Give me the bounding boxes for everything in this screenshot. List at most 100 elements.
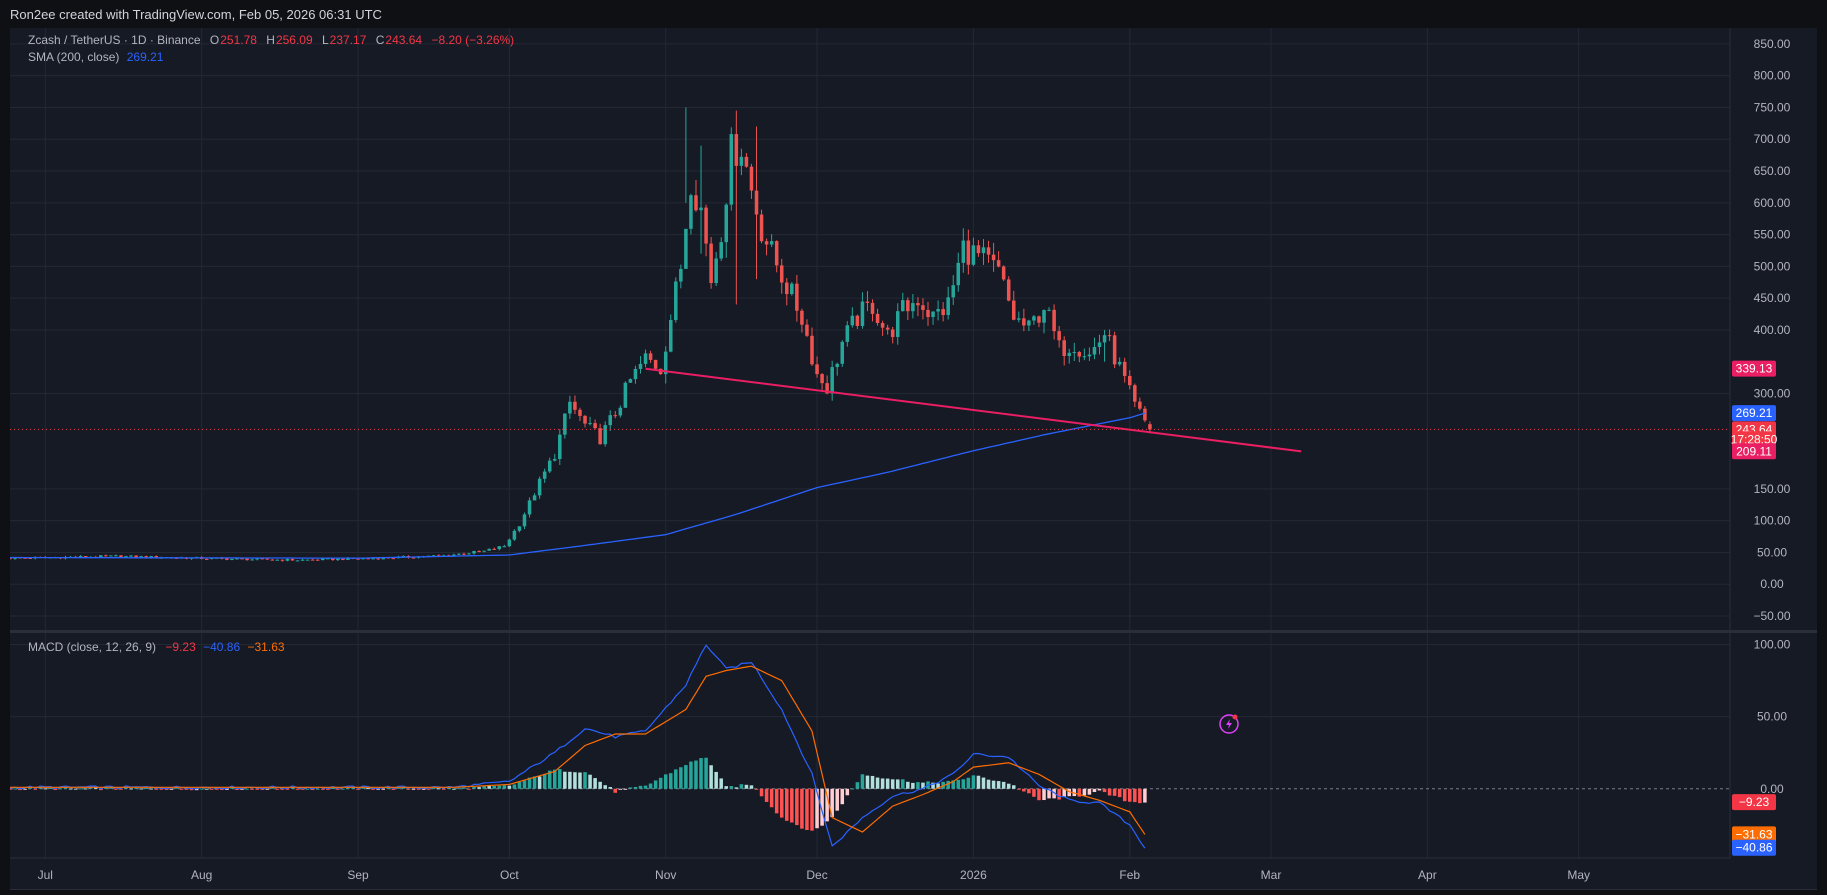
candle-body [315,559,320,561]
macd-label: MACD (close, 12, 26, 9) [28,640,157,654]
candle-body [588,423,592,425]
candle [880,320,885,336]
candle-body [129,555,133,557]
candle [996,251,1001,268]
trendline-drawing[interactable] [645,367,1302,453]
candle [1011,290,1016,321]
candle [734,110,739,305]
candle-body [1128,375,1132,386]
macd-histogram-bar [134,788,138,790]
macd-histogram-bar [537,776,542,789]
candle [467,552,471,555]
candle [482,550,486,553]
price-label-text: 17:28:50 [1731,432,1778,446]
candle [795,274,799,322]
candle [104,554,108,557]
candle-body [462,553,466,555]
candle [295,560,300,562]
candle [1037,315,1041,328]
candle [1062,336,1066,366]
macd-histogram-bar [986,779,991,789]
candle-body [774,241,779,266]
macd-histogram-bar [265,788,270,790]
chart-panel[interactable]: −50.00 0.00 50.00 100.00 150.00 300.00 400.00 4… [10,28,1817,890]
candle [668,314,673,353]
candle [779,258,784,294]
candle-body [779,265,784,283]
candle [744,153,749,168]
candle [1133,383,1137,408]
candle [1017,311,1021,323]
candle [845,321,850,347]
candle [593,419,597,430]
candle [532,493,537,501]
macd-histogram-bar [58,788,63,790]
macd-histogram-bar [159,788,164,790]
chart-canvas[interactable]: −50.00 0.00 50.00 100.00 150.00 300.00 400.00 4… [10,28,1817,889]
macd-histogram-bar [381,788,386,790]
candle-body [578,409,582,416]
macd-histogram-bar [588,774,592,789]
candle-body [1017,318,1021,320]
macd-histogram-value: −9.23 [165,640,196,654]
attribution-bar: Ron2ee created with TradingView.com, Feb… [0,0,1827,28]
candle-body [986,247,991,255]
candle-body [880,323,885,328]
macd-histogram-bar [220,788,224,791]
price-axis-tick-label: −50.00 [1753,609,1790,623]
macd-histogram-bar [805,788,809,831]
ohlc-legend[interactable]: Zcash / TetherUS · 1D · Binance O251.78 … [28,33,514,47]
macd-histogram-bar [139,788,143,790]
candle-body [568,401,572,414]
candle [981,239,986,265]
sma-legend[interactable]: SMA (200, close) 269.21 [28,50,163,64]
candle-body [134,555,138,558]
macd-histogram-bar [679,767,683,789]
candle [1057,325,1061,348]
candle-body [704,207,708,244]
price-axis-tick-label: 100.00 [1754,514,1791,528]
macd-histogram-bar [936,783,940,789]
candle-body [356,558,360,560]
macd-histogram-bar [895,779,900,789]
candle-body [104,555,108,557]
candle [1112,331,1117,369]
candle-body [1011,300,1016,320]
candle-body [946,297,950,316]
candle [517,526,522,533]
candle [724,203,729,258]
time-axis-tick-label: Mar [1261,868,1282,882]
candle [911,294,915,319]
candle [875,308,880,326]
candle-body [931,311,935,318]
macd-histogram-bar [1057,788,1061,800]
candle-body [250,559,254,561]
candle-body [558,434,562,459]
candle-body [300,559,305,561]
macd-histogram-bar [1072,788,1077,797]
candle-body [1133,385,1137,402]
candle [588,416,592,426]
candle-body [1122,361,1127,376]
price-label-text: 269.21 [1736,406,1773,420]
candle [936,300,940,321]
open-value: 251.78 [220,33,257,47]
candle-body [255,558,259,560]
macd-histogram-bar [961,779,966,789]
macd-histogram-bar [946,780,950,789]
macd-legend[interactable]: MACD (close, 12, 26, 9) −9.23 −40.86 −31… [28,640,285,654]
candle-body [613,415,618,417]
candle [764,238,769,256]
lightning-alert-icon[interactable] [1219,714,1239,734]
macd-histogram-bar [759,788,764,797]
price-axis-label: 339.13 [1732,360,1776,377]
candle-body [265,558,270,560]
candle-body [260,558,264,560]
candle-body [280,559,285,561]
candle [946,286,950,320]
macd-histogram-bar [769,788,774,808]
candle-body [956,262,961,286]
candle [976,240,981,257]
candle-body [961,240,966,263]
macd-histogram-bar [633,786,638,789]
